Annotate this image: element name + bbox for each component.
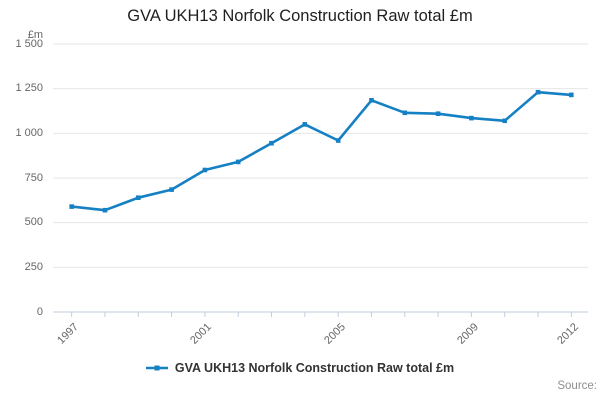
data-point-marker [136, 195, 141, 200]
x-axis-tick-label: 2012 [555, 321, 581, 347]
data-point-marker [102, 207, 108, 213]
data-point-marker [269, 140, 274, 146]
series-line [70, 90, 573, 212]
data-point-marker [235, 159, 241, 165]
data-point-marker [435, 111, 441, 116]
y-axis-tick-label: 750 [24, 171, 43, 184]
legend-line-marker-icon [145, 365, 168, 371]
data-point-marker [69, 204, 74, 209]
data-point-marker [402, 110, 408, 116]
y-axis-tick-label: 500 [24, 216, 43, 229]
y-axis-tick-label: 1 500 [15, 37, 43, 50]
source-label: Source: [557, 380, 597, 392]
y-axis-tick-labels: 1 500 1 250 1 000 750 500 250 0 [0, 38, 44, 318]
y-axis-tick-label: 1 250 [15, 82, 43, 95]
legend: GVA UKH13 Norfolk Construction Raw total… [0, 361, 600, 375]
data-point-marker [169, 187, 174, 192]
data-point-marker [369, 98, 374, 103]
x-axis-tick-label: 2005 [321, 321, 348, 347]
chart-title: GVA UKH13 Norfolk Construction Raw total… [127, 7, 473, 25]
y-axis-tick-label: 250 [24, 260, 43, 273]
data-point-marker [302, 122, 308, 127]
data-point-marker [569, 92, 574, 98]
data-point-marker [202, 167, 208, 173]
x-axis-tick-labels: 1997 2001 2005 2009 2012 [55, 313, 588, 353]
x-axis-tick-label: 2009 [455, 321, 481, 347]
legend-label: GVA UKH13 Norfolk Construction Raw total… [174, 361, 455, 375]
data-point-marker [335, 138, 341, 143]
y-axis-tick-label: 0 [36, 305, 43, 318]
line-series-svg [53, 43, 588, 317]
y-axis-unit-label: £m [27, 29, 43, 41]
data-point-marker [535, 89, 541, 95]
y-axis-tick-label: 1 000 [15, 126, 43, 139]
plot-area [53, 43, 588, 317]
x-axis-tick-label: 1997 [55, 321, 82, 347]
data-point-marker [502, 118, 507, 124]
x-axis-tick-label: 2001 [188, 321, 215, 347]
legend-item[interactable]: GVA UKH13 Norfolk Construction Raw total… [145, 361, 455, 375]
data-point-marker [469, 115, 474, 121]
